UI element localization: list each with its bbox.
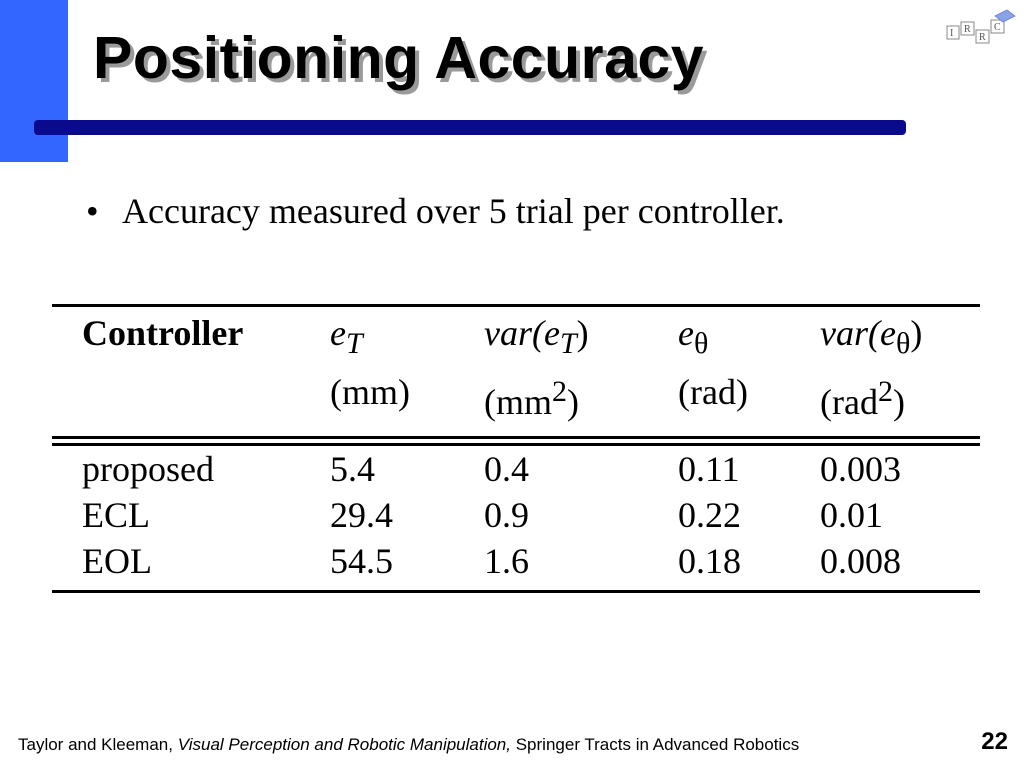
- footer-authors: Taylor and Kleeman,: [18, 735, 178, 754]
- bullet-marker: •: [86, 191, 99, 231]
- footer-citation: Taylor and Kleeman, Visual Perception an…: [18, 735, 799, 755]
- irrc-logo: I R R C: [946, 9, 1016, 44]
- cell-controller: proposed: [82, 449, 214, 490]
- accuracy-table: Controller eT (mm) var(eT) (mm2) eθ (rad…: [52, 304, 980, 593]
- cell-var-etheta: 0.01: [820, 495, 883, 536]
- cell-controller: ECL: [82, 495, 150, 536]
- cell-var-etheta: 0.003: [820, 449, 901, 490]
- cell-eT: 29.4: [330, 495, 393, 536]
- header-position-error: eT (mm): [330, 313, 410, 413]
- header-orientation-variance: var(eθ) (rad2): [820, 313, 923, 423]
- cell-etheta: 0.18: [678, 541, 741, 582]
- header-orientation-error: eθ (rad): [678, 313, 748, 413]
- header-position-error-unit: (mm): [330, 372, 410, 413]
- slide-title: Positioning Accuracy: [93, 25, 705, 91]
- bullet-text: Accuracy measured over 5 trial per contr…: [122, 191, 785, 231]
- table-header: Controller eT (mm) var(eT) (mm2) eθ (rad…: [52, 305, 980, 438]
- logo-letter-2: R: [964, 24, 971, 35]
- cell-eT: 5.4: [330, 449, 375, 490]
- header-orientation-error-unit: (rad): [678, 372, 748, 413]
- bullet-item: • Accuracy measured over 5 trial per cont…: [86, 190, 785, 232]
- page-number: 22: [981, 728, 1008, 755]
- logo-letter-3: R: [979, 32, 986, 43]
- footer-book-title: Visual Perception and Robotic Manipulati…: [177, 735, 511, 754]
- cell-var-eT: 1.6: [484, 541, 529, 582]
- cell-etheta: 0.11: [678, 449, 740, 490]
- header-controller: Controller: [82, 313, 244, 353]
- table-row: proposed 5.4 0.4 0.11 0.003: [52, 445, 980, 493]
- cell-etheta: 0.22: [678, 495, 741, 536]
- cell-var-eT: 0.9: [484, 495, 529, 536]
- cell-eT: 54.5: [330, 541, 393, 582]
- table-row: EOL 54.5 1.6 0.18 0.008: [52, 538, 980, 592]
- cell-var-etheta: 0.008: [820, 541, 901, 582]
- title-underline: [34, 120, 906, 135]
- cell-controller: EOL: [82, 541, 152, 582]
- table-row: ECL 29.4 0.9 0.22 0.01: [52, 492, 980, 538]
- table-body: proposed 5.4 0.4 0.11 0.003 ECL 29.4 0.9…: [52, 445, 980, 592]
- side-accent-bar: [0, 0, 68, 162]
- logo-letter-4: C: [994, 22, 1001, 33]
- header-position-variance: var(eT) (mm2): [484, 313, 589, 423]
- logo-letter-1: I: [950, 28, 953, 39]
- cell-var-eT: 0.4: [484, 449, 529, 490]
- footer-series: Springer Tracts in Advanced Robotics: [511, 735, 800, 754]
